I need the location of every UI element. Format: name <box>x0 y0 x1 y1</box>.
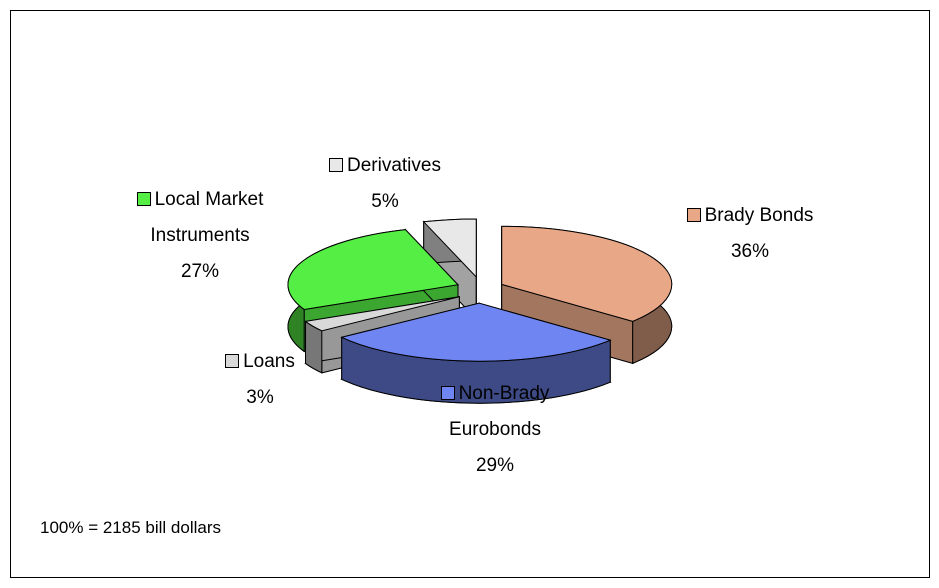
category-label: Brady Bonds <box>704 205 814 226</box>
value-label: 29% <box>475 455 515 476</box>
value-label: 27% <box>180 261 220 282</box>
legend-swatch <box>686 208 701 222</box>
legend-swatch <box>440 386 455 400</box>
data-label: Derivatives 5% <box>300 148 470 220</box>
category-label: Local Market Instruments <box>150 189 264 246</box>
category-label: Loans <box>243 351 295 372</box>
data-label: Brady Bonds 36% <box>650 198 850 270</box>
legend-swatch <box>329 158 343 172</box>
data-label: Local Market Instruments 27% <box>100 182 300 290</box>
value-label: 3% <box>246 387 274 408</box>
category-label: Derivatives <box>347 155 441 176</box>
legend-swatch <box>225 354 240 368</box>
legend-swatch <box>136 192 151 206</box>
slice <box>340 302 612 362</box>
category-label: Non-Brady Eurobonds <box>449 383 550 440</box>
value-label: 5% <box>371 191 399 212</box>
data-label: Non-Brady Eurobonds 29% <box>410 376 580 484</box>
annotation: 100% = 2185 bill dollars <box>40 518 221 537</box>
slice <box>304 296 460 332</box>
value-label: 36% <box>730 241 770 262</box>
slice <box>501 225 673 322</box>
data-label: Loans 3% <box>195 344 325 416</box>
slice <box>422 218 477 279</box>
slice <box>287 229 459 310</box>
